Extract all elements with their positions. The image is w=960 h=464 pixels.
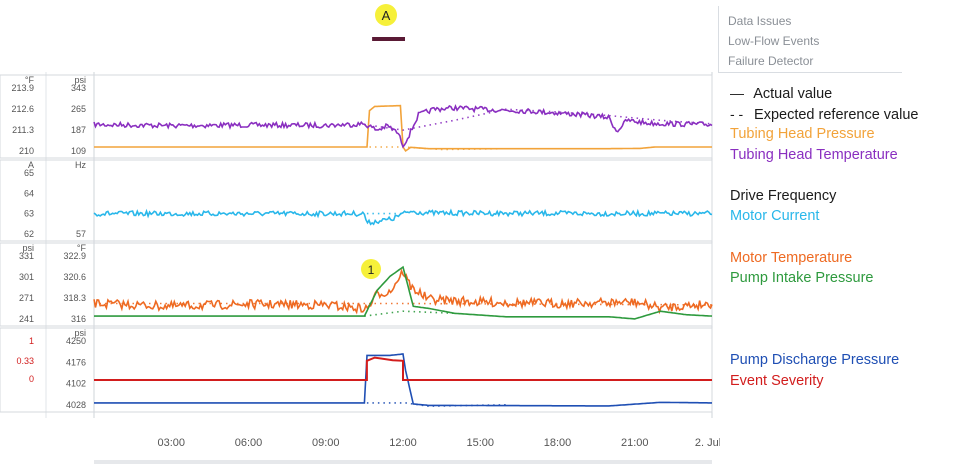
- event-menu: Data Issues Low-Flow Events Failure Dete…: [718, 6, 902, 73]
- x-tick-label: 18:00: [544, 437, 572, 449]
- series-pump-intake-pressure[interactable]: [94, 265, 713, 320]
- event-marker-a-label: A: [382, 8, 391, 23]
- series-motor-current[interactable]: [93, 208, 713, 226]
- left-unit-label: A: [28, 160, 34, 170]
- right-tick-label: 4102: [66, 379, 86, 389]
- left-tick-label: 241: [19, 314, 34, 324]
- right-tick-label: 343: [71, 83, 86, 93]
- menu-item-low-flow-events[interactable]: Low-Flow Events: [728, 34, 820, 48]
- left-tick-label: 65: [24, 168, 34, 178]
- left-tick-label: 1: [29, 336, 34, 346]
- right-tick-label: 320.6: [63, 272, 86, 282]
- legend-expected: - - Expected reference value: [730, 106, 918, 123]
- expected-pump-intake-pressure: [364, 310, 455, 317]
- left-tick-label: 0.33: [16, 356, 34, 366]
- right-unit-label: Hz: [75, 160, 86, 170]
- left-tick-label: 64: [24, 188, 34, 198]
- right-tick-label: 322.9: [63, 251, 86, 261]
- right-tick-label: 109: [71, 146, 86, 156]
- legend-actual: — Actual value: [730, 85, 832, 102]
- left-unit-label: °F: [25, 75, 35, 85]
- x-tick-label: 21:00: [621, 437, 649, 449]
- left-tick-label: 0: [29, 374, 34, 384]
- series-pump-discharge-pressure[interactable]: [94, 353, 712, 407]
- left-tick-label: 63: [24, 209, 34, 219]
- right-unit-label: psi: [74, 75, 86, 85]
- right-tick-label: 187: [71, 125, 86, 135]
- legend-tubing-head-temperature[interactable]: Tubing Head Temperature: [730, 147, 898, 163]
- menu-item-data-issues[interactable]: Data Issues: [728, 14, 792, 28]
- left-tick-label: 213.9: [11, 83, 34, 93]
- panel-2: [0, 159, 713, 242]
- x-tick-label: 12:00: [389, 437, 417, 449]
- right-tick-label: 4250: [66, 336, 86, 346]
- series-tubing-head-temperature[interactable]: [93, 104, 713, 149]
- solid-line-icon: —: [730, 85, 744, 101]
- right-unit-label: °F: [77, 243, 87, 253]
- legend-motor-temperature[interactable]: Motor Temperature: [730, 250, 853, 266]
- event-marker-a-badge[interactable]: [375, 4, 397, 26]
- point-marker-1-label: 1: [368, 263, 375, 277]
- panel-4: [0, 327, 713, 413]
- legend-pump-discharge-pressure[interactable]: Pump Discharge Pressure: [730, 352, 900, 368]
- left-tick-label: 301: [19, 272, 34, 282]
- point-marker-1-badge[interactable]: [361, 259, 381, 279]
- legend-actual-label: Actual value: [753, 86, 833, 102]
- expected-tubing-head-pressure: [369, 146, 507, 151]
- panel-1: [0, 74, 713, 159]
- left-tick-label: 331: [19, 251, 34, 261]
- menu-item-failure-detector[interactable]: Failure Detector: [728, 54, 814, 68]
- right-tick-label: 318.3: [63, 293, 86, 303]
- left-tick-label: 210: [19, 146, 34, 156]
- series-motor-temperature[interactable]: [93, 268, 713, 315]
- x-tick-label: 09:00: [312, 437, 340, 449]
- left-unit-label: psi: [22, 243, 34, 253]
- x-tick-label: 15:00: [466, 437, 494, 449]
- chart-canvas: °F psi 213.9 212.6 211.3 210 343 265 187 109 A Hz 65…: [0, 4, 720, 464]
- legend-drive-frequency[interactable]: Drive Frequency: [730, 188, 837, 204]
- right-tick-label: 4176: [66, 357, 86, 367]
- legend-expected-label: Expected reference value: [754, 107, 919, 123]
- x-tick-label: 2. Jul: [695, 437, 720, 449]
- left-tick-label: 212.6: [11, 104, 34, 114]
- x-tick-label: 03:00: [157, 437, 185, 449]
- right-tick-label: 265: [71, 104, 86, 114]
- right-tick-label: 316: [71, 314, 86, 324]
- panel-3: [0, 242, 713, 327]
- dashed-line-icon: - -: [730, 106, 744, 122]
- legend-tubing-head-pressure[interactable]: Tubing Head Pressure: [730, 126, 875, 142]
- right-tick-label: 4028: [66, 400, 86, 410]
- expected-pump-discharge-pressure: [366, 402, 507, 408]
- left-tick-label: 271: [19, 293, 34, 303]
- left-tick-label: 211.3: [12, 125, 34, 135]
- x-tick-label: 06:00: [235, 437, 263, 449]
- legend-event-severity[interactable]: Event Severity: [730, 373, 824, 389]
- right-unit-label: psi: [74, 328, 86, 338]
- right-tick-label: 57: [76, 229, 86, 239]
- range-scrollbar[interactable]: [94, 460, 712, 464]
- series-event-severity[interactable]: [94, 356, 712, 381]
- legend-motor-current[interactable]: Motor Current: [730, 208, 820, 224]
- series-tubing-head-pressure[interactable]: [94, 104, 712, 153]
- legend: — Actual value - - Expected reference va…: [730, 0, 960, 464]
- legend-pump-intake-pressure[interactable]: Pump Intake Pressure: [730, 270, 874, 286]
- left-tick-label: 62: [24, 229, 34, 239]
